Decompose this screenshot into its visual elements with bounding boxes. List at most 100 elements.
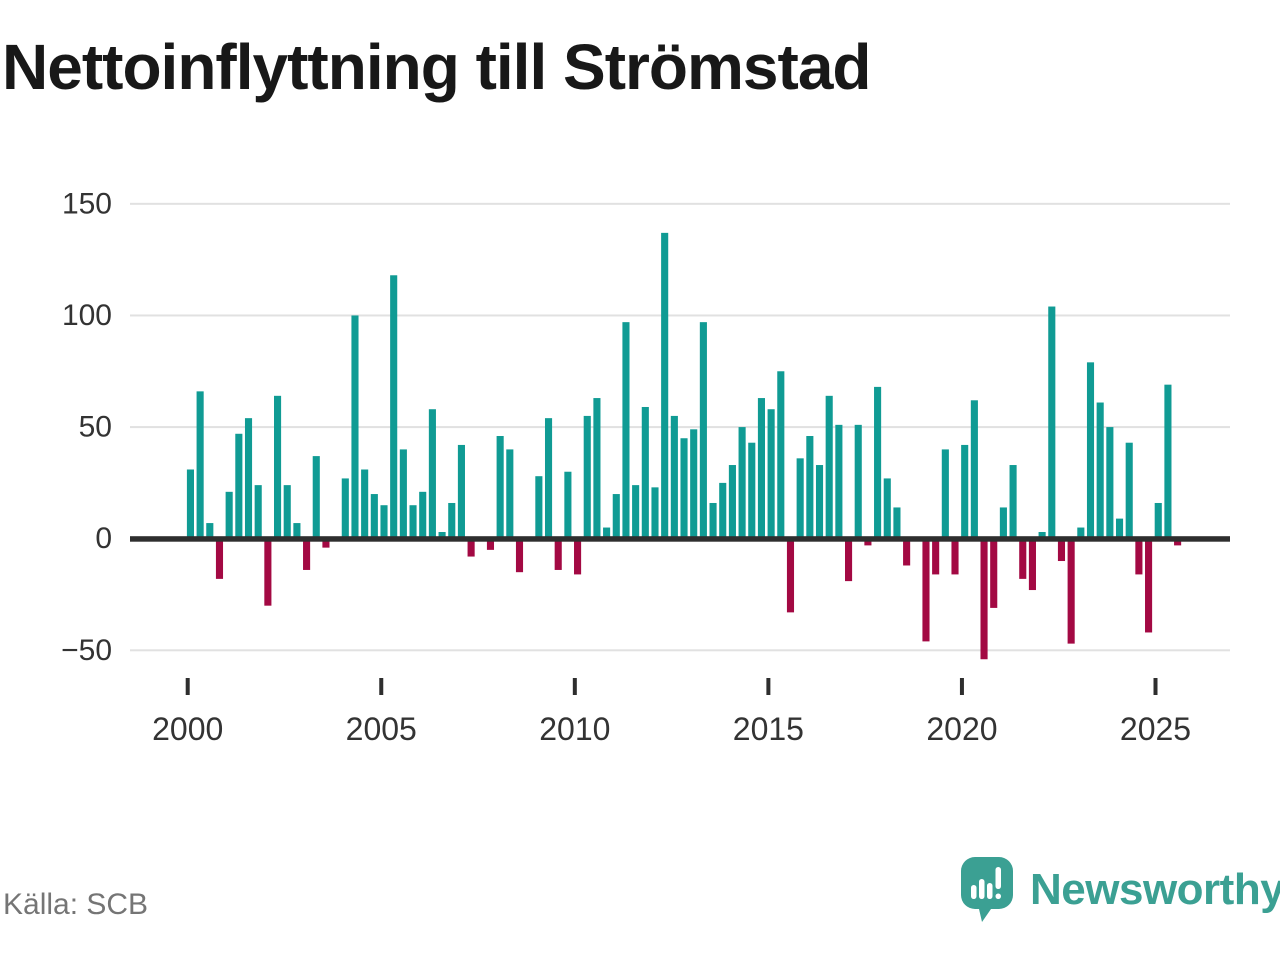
logo-exclamation-dot (995, 893, 1001, 899)
bar (399, 449, 407, 539)
bar (235, 433, 243, 539)
bar (970, 400, 978, 539)
bar (806, 436, 814, 539)
bar (1028, 538, 1036, 591)
bar (719, 482, 727, 539)
x-axis-line (130, 536, 1230, 542)
bar (815, 465, 824, 539)
bar (1106, 427, 1114, 539)
bar (283, 485, 291, 539)
logo-bar-short (987, 883, 993, 899)
bar (651, 487, 659, 539)
bar (1145, 538, 1153, 633)
bar (893, 507, 901, 539)
bar (380, 505, 388, 539)
bar (1164, 384, 1172, 539)
chart-title: Nettoinflyttning till Strömstad (2, 31, 871, 103)
bar (961, 444, 969, 539)
bar (864, 538, 872, 546)
newsworthy-logo-icon (961, 857, 1013, 922)
bar (854, 424, 862, 539)
gridline (130, 649, 1230, 652)
logo-bar-medium (979, 879, 985, 899)
bar (1174, 538, 1182, 546)
bar (264, 538, 272, 606)
x-tick (379, 678, 384, 695)
bar (699, 322, 707, 539)
bar (738, 427, 746, 539)
bar (554, 538, 562, 570)
logo-bar-small (971, 885, 977, 899)
bar (1125, 442, 1133, 539)
y-tick-label: 50 (79, 411, 112, 444)
x-tick-label: 2020 (926, 711, 997, 747)
y-tick-label: −50 (61, 634, 112, 667)
gridline (130, 314, 1230, 317)
logo-exclamation-bar (995, 867, 1001, 889)
bar (457, 444, 465, 539)
bar (1038, 532, 1046, 539)
x-tick (185, 678, 190, 695)
bar (1057, 538, 1066, 562)
x-tick-label: 2000 (152, 711, 223, 747)
x-tick-label: 2005 (346, 711, 417, 747)
bar (196, 391, 204, 539)
bar (448, 502, 456, 539)
bar (467, 538, 475, 557)
bar (767, 409, 775, 539)
bar (361, 469, 369, 539)
bar (728, 465, 736, 539)
bar (990, 538, 998, 608)
bar (951, 538, 959, 575)
bar (941, 449, 949, 539)
bar (1009, 465, 1017, 539)
bar (757, 398, 766, 539)
bar (980, 538, 988, 660)
bar (874, 386, 882, 539)
bar (1154, 502, 1162, 539)
x-tick-label: 2010 (539, 711, 610, 747)
x-tick-label: 2015 (733, 711, 804, 747)
bar (583, 415, 591, 539)
bar (845, 538, 853, 582)
newsworthy-brand-name: Newsworthy (1030, 865, 1280, 914)
bar (922, 538, 930, 642)
bar (709, 502, 717, 539)
bar (438, 532, 446, 539)
bar (622, 322, 630, 539)
x-tick-label: 2025 (1120, 711, 1191, 747)
x-tick (766, 678, 771, 695)
x-tick (959, 678, 964, 695)
bar (274, 395, 282, 539)
bar (564, 471, 572, 539)
bar (612, 494, 620, 539)
bar (1086, 362, 1095, 539)
bar (244, 418, 253, 539)
bar (1077, 527, 1085, 539)
bar (748, 442, 756, 539)
bar (883, 478, 891, 539)
bar (632, 485, 640, 539)
bar (690, 429, 698, 539)
source-note: Källa: SCB (3, 888, 149, 921)
bar (535, 476, 543, 539)
bar (680, 438, 688, 539)
bar (1048, 306, 1056, 539)
bar (206, 523, 214, 539)
bar (486, 538, 495, 550)
bar (215, 538, 224, 579)
bar (515, 538, 524, 573)
bar (341, 478, 349, 539)
bar (661, 232, 669, 539)
bar (835, 424, 843, 539)
y-tick-label: 100 (62, 299, 112, 332)
y-tick-label: 0 (95, 522, 112, 555)
x-tick (572, 678, 577, 695)
bar (506, 449, 514, 539)
bar (903, 538, 911, 566)
bar (593, 398, 601, 539)
bar (603, 527, 611, 539)
bar (641, 406, 649, 539)
